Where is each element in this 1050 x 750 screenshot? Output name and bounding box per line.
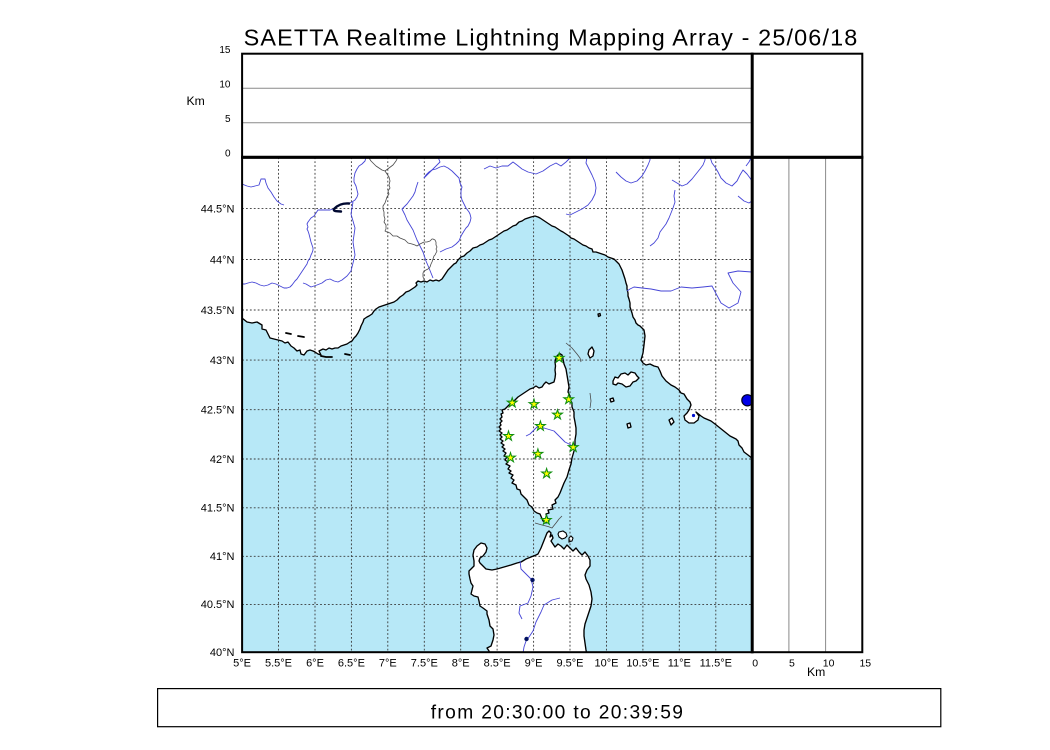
svg-text:10: 10 — [219, 79, 231, 90]
svg-text:15: 15 — [219, 45, 231, 56]
svg-text:6°E: 6°E — [306, 658, 324, 670]
svg-text:11.5°E: 11.5°E — [700, 658, 732, 670]
svg-text:9.5°E: 9.5°E — [556, 658, 583, 670]
svg-text:10°E: 10°E — [595, 658, 619, 670]
svg-text:5°E: 5°E — [233, 658, 251, 670]
svg-text:41°N: 41°N — [210, 551, 235, 563]
svg-text:SAETTA Realtime Lightning Mapp: SAETTA Realtime Lightning Mapping Array … — [244, 25, 859, 51]
svg-text:8.5°E: 8.5°E — [484, 658, 511, 670]
svg-text:11°E: 11°E — [668, 658, 691, 670]
svg-text:8°E: 8°E — [452, 658, 470, 670]
svg-text:43°N: 43°N — [210, 355, 235, 367]
svg-text:Km: Km — [807, 665, 825, 679]
svg-text:10.5°E: 10.5°E — [626, 658, 659, 670]
svg-text:5: 5 — [789, 658, 795, 670]
svg-text:43.5°N: 43.5°N — [201, 305, 235, 317]
svg-text:44°N: 44°N — [210, 254, 235, 266]
svg-text:7.5°E: 7.5°E — [411, 658, 438, 670]
svg-text:40.5°N: 40.5°N — [201, 599, 235, 611]
svg-text:Km: Km — [187, 94, 205, 108]
svg-text:7°E: 7°E — [379, 658, 397, 670]
svg-text:5: 5 — [225, 114, 231, 125]
svg-text:5.5°E: 5.5°E — [265, 658, 292, 670]
svg-text:6.5°E: 6.5°E — [338, 658, 365, 670]
svg-text:0: 0 — [225, 149, 231, 160]
svg-text:0: 0 — [752, 658, 758, 670]
svg-text:15: 15 — [859, 658, 871, 670]
svg-text:41.5°N: 41.5°N — [201, 503, 235, 515]
svg-text:from 20:30:00 to 20:39:59: from 20:30:00 to 20:39:59 — [431, 702, 685, 723]
svg-text:42.5°N: 42.5°N — [201, 405, 235, 417]
svg-text:44.5°N: 44.5°N — [201, 203, 235, 215]
svg-text:40°N: 40°N — [210, 647, 235, 659]
svg-text:10: 10 — [823, 658, 835, 670]
svg-text:9°E: 9°E — [525, 658, 543, 670]
svg-text:42°N: 42°N — [210, 454, 235, 466]
